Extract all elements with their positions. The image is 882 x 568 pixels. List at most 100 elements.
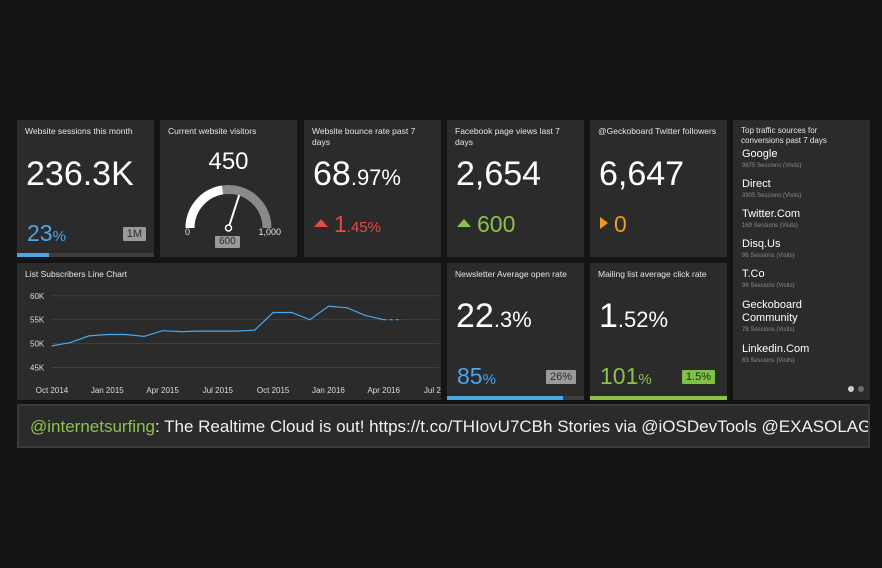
newsletter-progress-fill (447, 396, 564, 400)
tile-title: Website sessions this month (25, 126, 133, 136)
bounce-change: 1.45% (314, 211, 381, 241)
chart-title: List Subscribers Line Chart (25, 269, 128, 279)
traffic-source-name: Linkedin.Com (742, 343, 810, 355)
data-point (88, 335, 90, 337)
up-arrow-icon (457, 218, 471, 227)
mailing-progress-fill (590, 396, 727, 400)
data-point (364, 314, 366, 316)
data-point (198, 330, 201, 332)
data-point (346, 307, 348, 309)
traffic-source-name: Direct (742, 178, 771, 190)
data-point (125, 333, 127, 336)
data-point (235, 330, 237, 332)
twitter-tile: @Geckoboard Twitter followers 6,647 0 (590, 120, 727, 257)
ticker-message: : The Realtime Cloud is out! https://t.c… (155, 417, 870, 436)
list-item: T.Co 96 Sessions (Visits) (742, 268, 795, 290)
mailing-footer-unit: % (638, 371, 652, 388)
x-tick-label: Jul 2016 (424, 386, 441, 395)
x-tick-label: Oct 2014 (36, 386, 69, 395)
x-tick-label: Jul 2015 (203, 386, 234, 395)
mailing-footer: 101% (600, 363, 652, 393)
newsletter-tile: Newsletter Average open rate 22.3% 85% 2… (447, 263, 584, 400)
traffic-source-name: Geckoboard Community (742, 299, 802, 324)
newsletter-footer: 85% (457, 363, 496, 393)
x-tick-label: Jan 2016 (312, 386, 345, 395)
facebook-change-number: 600 (477, 211, 516, 237)
tile-title: @Geckoboard Twitter followers (598, 126, 717, 136)
list-item: Linkedin.Com 63 Sessions (Visits) (742, 343, 809, 365)
bounce-change-int: 1 (334, 211, 347, 237)
sessions-change-number: 23 (27, 220, 53, 246)
visitors-tile: Current website visitors 450 0 1,000 600 (160, 120, 297, 257)
newsletter-value-dec: .3% (493, 307, 532, 332)
subscribers-line-chart: 45K 50K 55K 60K Oct 2014 Jan 2015 Apr 2015 Jul … (30, 292, 441, 395)
twitter-change-number: 0 (614, 211, 627, 237)
x-tick-label: Jan 2015 (91, 386, 124, 395)
bounce-value-dec: .97% (350, 165, 401, 190)
newsletter-value: 22.3% (456, 296, 532, 340)
list-item: Direct 3905 Sessions (Visits) (742, 178, 801, 200)
mailing-value-dec: .52% (617, 307, 669, 332)
tile-title: Facebook page views last 7 days (455, 126, 560, 147)
tile-title: Mailing list average click rate (598, 269, 707, 279)
gauge-min: 0 (185, 227, 191, 237)
gauge-needle (227, 194, 241, 229)
newsletter-progress-track (447, 396, 584, 400)
sessions-change: 23% (27, 220, 66, 250)
visitors-value: 450 (208, 148, 249, 175)
y-tick-label: 60K (30, 292, 45, 301)
pagination-dots[interactable] (848, 386, 864, 392)
tile-title: Top traffic sources for conversions past… (741, 126, 827, 145)
newsletter-footer-unit: % (482, 371, 496, 388)
x-tick-label: Oct 2015 (257, 386, 290, 395)
data-point (327, 305, 330, 307)
twitter-ticker: @internetsurfing: The Realtime Cloud is … (17, 404, 870, 448)
traffic-source-sessions: 96 Sessions (Visits) (742, 283, 795, 289)
sessions-progress-track (17, 253, 154, 257)
sessions-change-unit: % (52, 228, 66, 245)
data-point (106, 333, 108, 336)
traffic-source-sessions: 169 Sessions (Visits) (742, 223, 798, 229)
y-tick-label: 45K (30, 363, 45, 372)
mailing-tile: Mailing list average click rate 1.52% 10… (590, 263, 727, 400)
gauge-hub (224, 224, 233, 232)
up-arrow-icon (314, 218, 328, 227)
traffic-source-name: Google (742, 148, 778, 160)
traffic-source-sessions: 9875 Sessions (Visits) (742, 163, 802, 169)
bounce-tile: Website bounce rate past 7 days 68.97% 1… (304, 120, 441, 257)
mailing-value-int: 1 (599, 297, 618, 335)
ticker-username[interactable]: @internetsurfing (30, 417, 155, 436)
sessions-tile: Website sessions this month 236.3K 23% 1… (17, 120, 154, 257)
tile-title: Website bounce rate past 7 days (312, 126, 416, 147)
traffic-tile: Top traffic sources for conversions past… (733, 120, 870, 400)
traffic-source-name: Twitter.Com (742, 208, 801, 220)
data-point (217, 330, 219, 332)
list-item: Disq.Us 96 Sessions (Visits) (742, 238, 795, 260)
data-point (272, 311, 274, 314)
traffic-source-sessions: 63 Sessions (Visits) (742, 358, 795, 364)
data-point (143, 335, 145, 337)
x-tick-label: Apr 2015 (146, 386, 179, 395)
mailing-footer-number: 101 (600, 363, 639, 389)
facebook-change: 600 (457, 211, 515, 237)
gauge-marker-badge: 600 (215, 236, 240, 248)
mailing-value: 1.52% (599, 296, 668, 340)
page-dot-2[interactable] (858, 386, 864, 392)
page-dot-1[interactable] (848, 386, 854, 392)
subscribers-series-line (51, 305, 384, 347)
y-tick-label: 50K (30, 340, 45, 349)
bounce-value-int: 68 (313, 155, 351, 193)
sessions-progress-fill (17, 253, 49, 257)
newsletter-footer-number: 85 (457, 363, 483, 389)
data-point (69, 342, 72, 344)
y-tick-label: 55K (30, 316, 45, 325)
traffic-source-sessions: 78 Sessions (Visits) (742, 327, 795, 333)
facebook-value: 2,654 (456, 155, 542, 193)
visitors-gauge (185, 185, 272, 232)
newsletter-goal-badge: 26% (545, 370, 576, 384)
data-point (309, 319, 311, 321)
data-point (180, 331, 182, 333)
traffic-source-name: T.Co (742, 268, 765, 280)
newsletter-value-int: 22 (456, 297, 494, 335)
line-chart-tile: List Subscribers Line Chart 45K 50K 55K 60K… (17, 263, 441, 400)
